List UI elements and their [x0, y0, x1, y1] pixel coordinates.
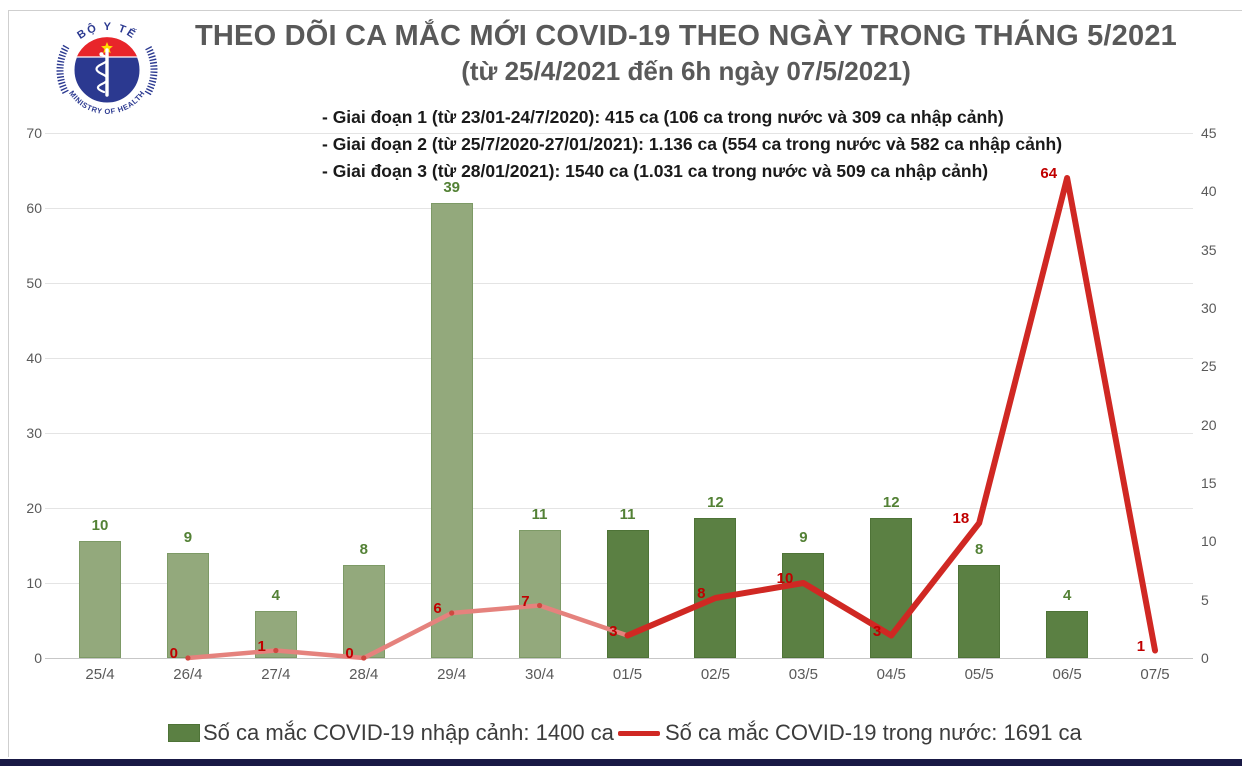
x-axis-label: 25/4 — [85, 666, 115, 683]
x-axis-label: 27/4 — [261, 666, 291, 683]
y-axis-label-right: 15 — [1201, 475, 1217, 491]
logo-snake-head — [99, 52, 104, 57]
bar-value-label: 11 — [619, 505, 636, 523]
legend-imported-label: Số ca mắc COVID-19 nhập cảnh: 1400 ca — [203, 720, 614, 745]
slide-border-left — [8, 10, 9, 757]
y-axis-label-right: 0 — [1201, 650, 1209, 666]
y-axis-label-left: 40 — [26, 350, 42, 366]
star-icon — [101, 42, 113, 54]
slide-border-top — [8, 10, 1242, 11]
x-axis-label: 26/4 — [173, 666, 203, 683]
logo-snake — [95, 53, 109, 94]
x-axis-label: 05/5 — [964, 666, 994, 683]
y-axis-label-left: 20 — [26, 500, 42, 516]
bar-value-label: 12 — [882, 494, 900, 511]
y-axis-label-right: 35 — [1201, 241, 1217, 258]
y-axis-label-right: 30 — [1201, 300, 1217, 316]
line-value-label: 6 — [433, 600, 442, 617]
bar-value-label: 4 — [1062, 587, 1072, 605]
bar-value-label: 39 — [443, 179, 461, 196]
line-value-label: 64 — [1040, 165, 1058, 182]
x-axis-label: 30/4 — [524, 666, 555, 683]
bar — [958, 564, 1001, 658]
chart-subtitle: (từ 25/4/2021 đến 6h ngày 07/5/2021) — [461, 56, 911, 86]
bottom-accent-bar — [0, 759, 1242, 766]
line-value-label: 18 — [952, 510, 970, 527]
phase-annotations: - Giai đoạn 1 (từ 23/01-24/7/2020): 415 … — [322, 104, 1062, 185]
line-value-label: 3 — [872, 622, 882, 640]
bar — [342, 564, 385, 658]
bar-value-label: 12 — [707, 494, 724, 511]
gridline — [45, 357, 1193, 359]
bar — [430, 203, 473, 658]
legend-item-domestic: Số ca mắc COVID-19 trong nước: 1691 ca — [618, 718, 1082, 748]
x-axis-label: 29/4 — [437, 666, 467, 683]
x-axis-label: 03/5 — [788, 666, 818, 683]
bar-value-label: 9 — [799, 529, 808, 546]
line-value-label: 1 — [257, 637, 266, 655]
y-axis-label-right: 10 — [1201, 533, 1217, 550]
line-value-label: 0 — [169, 645, 178, 662]
y-axis-label-left: 10 — [26, 575, 42, 591]
phase-1-annotation: - Giai đoạn 1 (từ 23/01-24/7/2020): 415 … — [322, 107, 1004, 127]
bar-value-label: 11 — [531, 505, 548, 523]
y-axis-label-right: 25 — [1201, 358, 1217, 375]
chart-title: THEO DÕI CA MẮC MỚI COVID-19 THEO NGÀY T… — [195, 20, 1177, 52]
line-value-label: 0 — [345, 645, 354, 662]
y-axis-label-left: 30 — [26, 425, 42, 441]
x-axis-label: 02/5 — [700, 666, 731, 683]
x-axis-label: 04/5 — [876, 666, 906, 683]
gridline — [45, 282, 1193, 284]
bar — [166, 553, 209, 658]
y-axis-label-left: 70 — [26, 125, 42, 141]
phase-2-annotation: - Giai đoạn 2 (từ 25/7/2020-27/01/2021):… — [322, 134, 1063, 154]
y-axis-label-right: 45 — [1201, 125, 1217, 141]
gridline — [45, 507, 1193, 509]
bar — [782, 553, 825, 658]
line-value-label: 8 — [697, 585, 706, 602]
y-axis-label-right: 40 — [1201, 183, 1217, 200]
y-axis-label-right: 5 — [1201, 591, 1209, 608]
bar — [1046, 611, 1089, 658]
chart-legend: Số ca mắc COVID-19 nhập cảnh: 1400 ca Số… — [0, 718, 1242, 752]
bar-value-label: 8 — [359, 540, 368, 558]
bar-value-label: 8 — [975, 540, 984, 558]
line-value-label: 1 — [1136, 637, 1146, 655]
legend-bar-swatch — [168, 724, 200, 742]
legend-item-imported: Số ca mắc COVID-19 nhập cảnh: 1400 ca — [168, 718, 614, 748]
logo-laurel-right — [144, 44, 158, 96]
line-value-label: 3 — [609, 622, 618, 640]
y-axis-label-left: 0 — [34, 650, 42, 666]
bar — [79, 541, 121, 658]
legend-line-swatch — [618, 730, 660, 736]
gridline — [45, 132, 1193, 134]
bar-value-label: 10 — [91, 517, 109, 535]
logo-laurel-left — [56, 44, 70, 96]
gridline — [45, 432, 1193, 434]
y-axis-label-left: 50 — [26, 275, 42, 291]
legend-domestic-label: Số ca mắc COVID-19 trong nước: 1691 ca — [665, 720, 1082, 745]
gridline — [45, 207, 1193, 209]
x-axis-label: 28/4 — [349, 666, 379, 683]
x-axis-label: 01/5 — [612, 666, 643, 683]
line-value-label: 7 — [521, 592, 530, 610]
line-value-label: 10 — [776, 570, 794, 587]
y-axis-label-left: 60 — [26, 200, 42, 216]
x-axis-label: 07/5 — [1140, 666, 1170, 683]
title-block: THEO DÕI CA MẮC MỚI COVID-19 THEO NGÀY T… — [150, 18, 1222, 88]
y-axis-label-right: 20 — [1201, 416, 1217, 433]
x-axis-label: 06/5 — [1052, 666, 1082, 683]
ministry-of-health-logo: BỘ Y TẾ MINISTRY OF HEALTH — [56, 21, 158, 116]
bar-value-label: 4 — [271, 587, 280, 605]
bar-value-label: 9 — [183, 529, 193, 546]
